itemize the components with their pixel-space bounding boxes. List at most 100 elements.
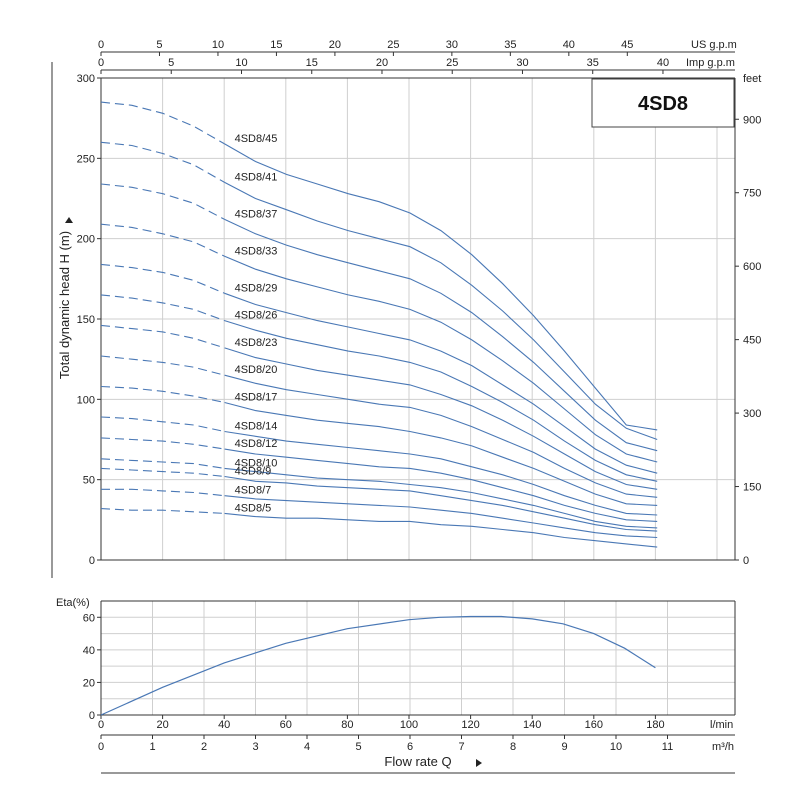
curve-label: 4SD8/7: [235, 485, 272, 497]
head-curve: [224, 181, 658, 441]
curve-label: 4SD8/45: [235, 133, 278, 145]
lmin-unit-label: l/min: [710, 719, 733, 731]
m3h-tick-label: 11: [662, 741, 673, 753]
tick-labels: 0501001502002503000150300450600750900fee…: [77, 39, 762, 753]
head-curve: [224, 374, 658, 498]
title-box: [591, 78, 735, 128]
us-gpm-tick-label: 30: [446, 39, 458, 51]
us-gpm-tick-label: 40: [563, 39, 575, 51]
head-curve: [224, 401, 658, 506]
us-gpm-tick-label: 15: [270, 39, 282, 51]
y-tick-label: 300: [77, 73, 95, 85]
y2-tick-label: 450: [743, 335, 761, 347]
m3h-tick-label: 8: [510, 741, 516, 753]
head-curve-dashed: [101, 488, 225, 497]
imp-gpm-tick-label: 15: [306, 57, 318, 69]
m3h-unit-label: m³/h: [712, 741, 734, 753]
eta-y-tick-label: 0: [89, 710, 95, 722]
imp-gpm-tick-label: 0: [98, 57, 104, 69]
head-curve-dashed: [100, 101, 225, 145]
head-curve: [224, 512, 658, 548]
head-curve-dashed: [100, 324, 225, 349]
us-gpm-unit-label: US g.p.m: [691, 39, 737, 51]
chart-frame: [51, 51, 739, 774]
y-tick-label: 0: [89, 555, 95, 567]
y-axis-arrow-icon: [65, 217, 73, 223]
lmin-tick-label: 60: [280, 719, 292, 731]
y-tick-label: 150: [77, 314, 95, 326]
curve-label: 4SD8/5: [235, 502, 272, 514]
y2-tick-label: 0: [743, 555, 749, 567]
imp-gpm-tick-label: 35: [587, 57, 599, 69]
m3h-tick-label: 1: [149, 741, 155, 753]
lmin-tick-label: 120: [461, 719, 479, 731]
us-gpm-tick-label: 0: [98, 39, 104, 51]
head-curve-dashed: [100, 183, 225, 220]
us-gpm-tick-label: 20: [329, 39, 341, 51]
y-tick-label: 250: [77, 153, 95, 165]
imp-gpm-tick-label: 25: [446, 57, 458, 69]
head-curve: [224, 495, 658, 539]
curve-label: 4SD8/9: [235, 465, 272, 477]
lmin-tick-label: 100: [400, 719, 418, 731]
m3h-tick-label: 4: [304, 741, 310, 753]
head-curve-dashed: [100, 385, 225, 404]
y2-tick-label: 900: [743, 114, 761, 126]
head-curve-dashed: [100, 437, 225, 450]
curves: [100, 101, 658, 716]
us-gpm-tick-label: 10: [212, 39, 224, 51]
eta-axis-title: Eta(%): [56, 597, 90, 609]
imp-gpm-tick-label: 5: [168, 57, 174, 69]
y-tick-label: 50: [83, 475, 95, 487]
y2-tick-label: 150: [743, 482, 761, 494]
lmin-tick-label: 20: [156, 719, 168, 731]
curve-label: 4SD8/41: [235, 171, 278, 183]
head-curve: [224, 430, 658, 516]
us-gpm-tick-label: 45: [621, 39, 633, 51]
m3h-tick-label: 3: [252, 741, 258, 753]
lmin-tick-label: 0: [98, 719, 104, 731]
head-curve-dashed: [100, 223, 225, 257]
eta-y-tick-label: 40: [83, 645, 95, 657]
efficiency-curve: [100, 615, 656, 716]
head-curve: [224, 347, 658, 490]
lmin-tick-label: 140: [523, 719, 541, 731]
head-curve-dashed: [100, 467, 225, 478]
m3h-tick-label: 6: [407, 741, 413, 753]
head-curve: [224, 448, 658, 522]
head-curve-dashed: [100, 416, 225, 433]
y2-tick-label: 300: [743, 408, 761, 420]
m3h-tick-label: 7: [458, 741, 464, 753]
curve-label: 4SD8/23: [235, 337, 278, 349]
m3h-tick-label: 2: [201, 741, 207, 753]
imp-gpm-tick-label: 20: [376, 57, 388, 69]
x-axis-arrow-icon: [476, 759, 482, 767]
y-axis-title: Total dynamic head H (m): [57, 231, 72, 379]
eta-y-tick-label: 20: [83, 677, 95, 689]
head-curve-dashed: [100, 355, 225, 376]
head-curve: [224, 143, 658, 431]
y2-unit-label: feet: [743, 73, 761, 85]
head-curve: [224, 255, 658, 463]
curve-label: 4SD8/29: [235, 282, 278, 294]
head-curve: [224, 467, 658, 529]
curve-label: 4SD8/14: [235, 420, 278, 432]
m3h-tick-label: 9: [561, 741, 567, 753]
curve-label: 4SD8/17: [235, 392, 278, 404]
y2-tick-label: 600: [743, 261, 761, 273]
head-curve: [224, 320, 658, 482]
m3h-tick-label: 0: [98, 741, 104, 753]
m3h-tick-label: 10: [610, 741, 622, 753]
curve-label: 4SD8/26: [235, 310, 278, 322]
head-curve-dashed: [100, 508, 225, 514]
head-curve-dashed: [100, 294, 225, 322]
head-curve-dashed: [100, 263, 225, 294]
curve-label: 4SD8/10: [235, 457, 278, 469]
imp-gpm-tick-label: 30: [516, 57, 528, 69]
lmin-tick-label: 160: [585, 719, 603, 731]
curve-label: 4SD8/37: [235, 208, 278, 220]
m3h-tick-label: 5: [355, 741, 361, 753]
lmin-tick-label: 80: [341, 719, 353, 731]
y2-tick-label: 750: [743, 188, 761, 200]
